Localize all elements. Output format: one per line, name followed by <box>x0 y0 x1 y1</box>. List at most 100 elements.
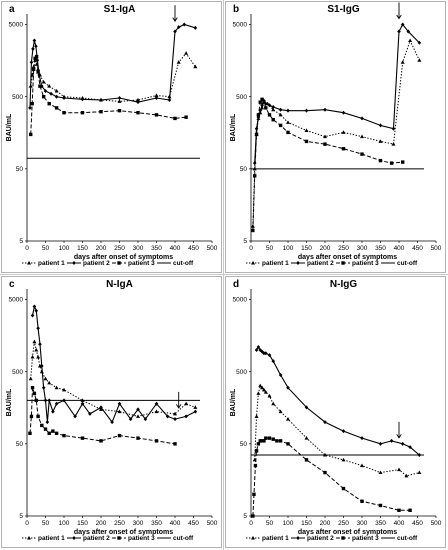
data-point <box>408 508 412 512</box>
data-point <box>323 107 327 112</box>
series-line <box>254 384 420 477</box>
y-tick-label: 5 <box>19 238 23 245</box>
panel-frame <box>225 1 446 273</box>
data-point <box>261 387 266 392</box>
y-tick-label: 5 <box>243 238 247 245</box>
data-point <box>360 463 364 468</box>
panel-letter: b <box>233 4 239 15</box>
legend-label: patient 3 <box>128 260 155 267</box>
data-point <box>267 436 272 440</box>
data-point <box>184 115 188 119</box>
data-point <box>304 139 309 144</box>
data-point <box>62 387 66 392</box>
data-point <box>62 111 66 115</box>
legend-marker <box>117 261 121 265</box>
x-tick-label: 450 <box>412 245 423 252</box>
x-tick-label: 400 <box>170 245 181 252</box>
legend-label: patient 3 <box>128 535 155 542</box>
data-point <box>254 132 259 137</box>
data-point <box>36 70 40 74</box>
data-point <box>278 107 283 112</box>
panel-letter: a <box>9 4 15 15</box>
y-axis-label: BAU/mL <box>230 113 237 141</box>
legend-label: cut-off <box>397 535 418 542</box>
data-point <box>41 385 46 390</box>
data-point <box>32 38 37 43</box>
data-point <box>323 142 327 146</box>
series-line <box>252 437 411 517</box>
data-point <box>154 93 159 97</box>
x-tick-label: 100 <box>283 520 294 527</box>
data-point <box>417 453 422 458</box>
data-point <box>117 95 122 100</box>
data-point <box>304 458 309 462</box>
x-tick-label: 250 <box>338 245 349 252</box>
data-point <box>254 414 259 418</box>
panel-letter: c <box>9 279 15 290</box>
data-point <box>254 449 259 453</box>
legend-label: patient 1 <box>38 260 65 267</box>
data-point <box>251 228 255 233</box>
data-point <box>341 457 346 462</box>
y-tick-label: 5 <box>243 513 247 520</box>
data-point <box>278 123 283 128</box>
data-point <box>54 401 59 406</box>
data-point <box>251 514 255 518</box>
data-point <box>40 423 44 428</box>
data-point <box>136 100 140 105</box>
legend-marker <box>341 536 345 540</box>
chart-s1-iga: a S1-IgA 5 50 500 5000 0 50 100 150 200 250 300 350 40… <box>1 1 222 273</box>
data-point <box>47 101 51 106</box>
y-tick-label: 500 <box>236 94 247 101</box>
data-point <box>341 130 346 134</box>
x-tick-label: 150 <box>77 245 88 252</box>
data-point <box>34 54 39 59</box>
series-patient-2 <box>28 22 198 110</box>
series-patient-3 <box>28 386 177 446</box>
data-point <box>165 414 170 419</box>
data-point <box>271 401 276 406</box>
data-point <box>99 405 103 410</box>
x-tick-label: 100 <box>59 245 70 252</box>
x-tick-label: 100 <box>283 245 294 252</box>
legend-item: patient 2 <box>67 535 110 542</box>
data-point <box>193 409 198 414</box>
data-point <box>258 383 263 388</box>
series-patient-2 <box>30 304 198 425</box>
data-point <box>36 414 40 419</box>
data-point <box>184 51 189 55</box>
data-point <box>400 441 405 446</box>
legend-item: patient 1 <box>22 535 65 542</box>
data-point <box>341 429 346 434</box>
legend-item: patient 1 <box>246 535 289 542</box>
data-point <box>275 439 279 443</box>
data-point <box>47 431 51 436</box>
legend-label: patient 1 <box>262 260 289 267</box>
data-point <box>258 347 263 352</box>
data-point <box>267 103 272 108</box>
data-point <box>271 117 275 122</box>
data-point <box>253 463 258 468</box>
data-point <box>264 106 268 110</box>
data-point <box>36 326 40 331</box>
legend-label: patient 3 <box>352 260 379 267</box>
data-point <box>264 351 268 356</box>
data-point <box>391 126 396 131</box>
timepoint-arrow-head <box>396 14 402 20</box>
data-point <box>154 439 159 443</box>
legend-marker <box>27 535 31 540</box>
data-point <box>391 142 396 146</box>
data-point <box>408 445 412 450</box>
legend-item: cut-off <box>157 260 194 267</box>
data-point <box>30 313 35 318</box>
data-point <box>417 58 422 62</box>
data-point <box>117 409 122 414</box>
data-point <box>252 161 257 166</box>
x-tick-label: 500 <box>207 520 218 527</box>
data-point <box>286 417 290 421</box>
panel-frame <box>1 276 222 548</box>
data-point <box>51 429 55 433</box>
data-point <box>397 467 401 472</box>
horizontal-divider <box>0 274 448 275</box>
data-point <box>32 304 37 309</box>
